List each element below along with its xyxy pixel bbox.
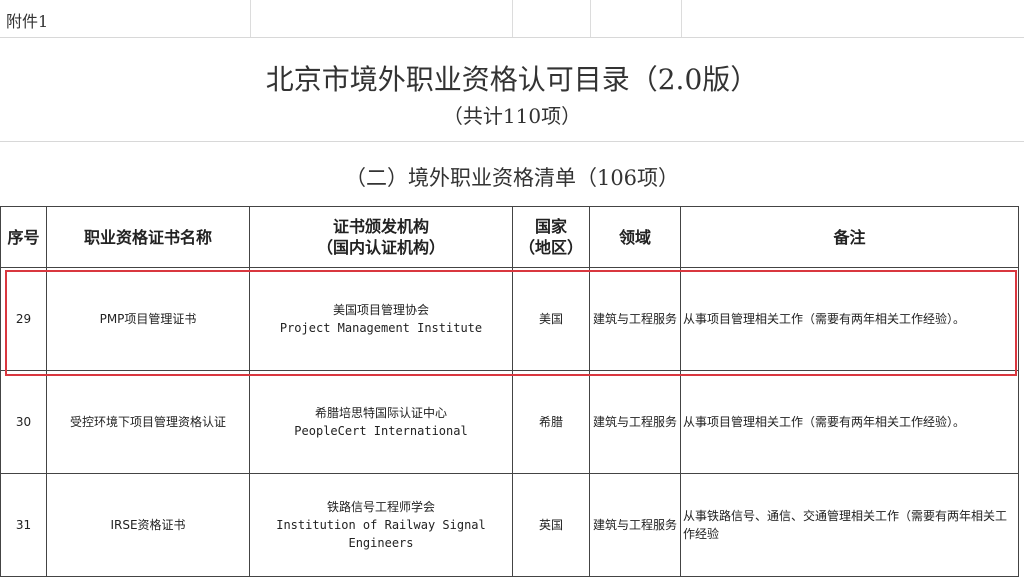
cell-seq: 30	[0, 370, 47, 474]
cell-name: PMP项目管理证书	[46, 267, 250, 371]
grid-line	[590, 0, 591, 37]
header-name: 职业资格证书名称	[46, 206, 250, 268]
grid-line	[681, 0, 682, 37]
table-header-row: 序号 职业资格证书名称 证书颁发机构 （国内认证机构） 国家 （地区） 领域 备注	[0, 206, 1019, 268]
cell-field: 建筑与工程服务	[589, 370, 681, 474]
cell-remarks: 从事铁路信号、通信、交通管理相关工作（需要有两年相关工作经验	[680, 473, 1019, 577]
issuer-en: Institution of Railway Signal Engineers	[276, 518, 486, 550]
page-title: 北京市境外职业资格认可目录（2.0版）	[265, 63, 759, 96]
cell-country: 希腊	[512, 370, 590, 474]
section-title: （二）境外职业资格清单（106项）	[344, 166, 680, 190]
cell-name: IRSE资格证书	[46, 473, 250, 577]
header-country: 国家 （地区）	[512, 206, 590, 268]
cell-issuer: 铁路信号工程师学会 Institution of Railway Signal E…	[249, 473, 513, 577]
header-seq: 序号	[0, 206, 47, 268]
table-row: 31 IRSE资格证书 铁路信号工程师学会 Institution of Railwa…	[0, 473, 1019, 577]
cell-seq: 31	[0, 473, 47, 577]
header-remarks: 备注	[680, 206, 1019, 268]
cell-name: 受控环境下项目管理资格认证	[46, 370, 250, 474]
header-issuer-line2: （国内认证机构）	[316, 238, 445, 257]
cell-issuer: 希腊培思特国际认证中心 PeopleCert International	[249, 370, 513, 474]
header-country-line1: 国家	[534, 217, 567, 236]
issuer-cn: 美国项目管理协会	[332, 303, 429, 317]
issuer-cn: 希腊培思特国际认证中心	[314, 406, 447, 420]
header-issuer-line1: 证书颁发机构	[332, 217, 429, 236]
issuer-en: Project Management Institute	[279, 321, 483, 335]
issuer-en: PeopleCert International	[294, 424, 468, 438]
table-row: 29 PMP项目管理证书 美国项目管理协会 Project Management In…	[0, 267, 1019, 371]
grid-line	[512, 0, 513, 37]
highlight-box	[5, 270, 1017, 376]
qualification-table: 序号 职业资格证书名称 证书颁发机构 （国内认证机构） 国家 （地区） 领域 备注 …	[0, 206, 1019, 577]
cell-field: 建筑与工程服务	[589, 473, 681, 577]
page-subtitle: （共计110项）	[442, 104, 582, 128]
issuer-cn: 铁路信号工程师学会	[326, 500, 435, 514]
header-issuer: 证书颁发机构 （国内认证机构）	[249, 206, 513, 268]
cell-country: 英国	[512, 473, 590, 577]
grid-line	[0, 141, 1024, 142]
attachment-label: 附件1	[6, 12, 49, 31]
grid-line	[250, 0, 251, 37]
grid-line	[0, 37, 1024, 38]
cell-remarks: 从事项目管理相关工作（需要有两年相关工作经验）。	[680, 370, 1019, 474]
header-country-line2: （地区）	[518, 238, 583, 257]
table-row: 30 受控环境下项目管理资格认证 希腊培思特国际认证中心 PeopleCert Int…	[0, 370, 1019, 474]
cell-remarks: 从事项目管理相关工作（需要有两年相关工作经验）。	[680, 267, 1019, 371]
header-field: 领域	[589, 206, 681, 268]
cell-seq: 29	[0, 267, 47, 371]
